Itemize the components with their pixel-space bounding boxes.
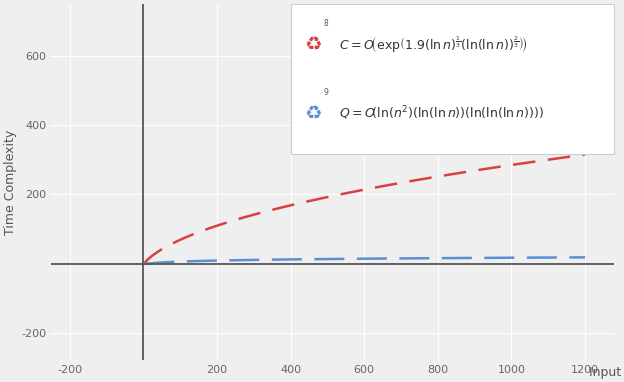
Text: $C = \mathit{O}\!\left(\exp\!\left(1.9(\ln n)^{\frac{1}{3}}(\ln(\ln n))^{\frac{2: $C = \mathit{O}\!\left(\exp\!\left(1.9(\… <box>339 34 527 55</box>
FancyBboxPatch shape <box>291 4 615 154</box>
Text: 8: 8 <box>323 19 328 28</box>
X-axis label: Input Size: Input Size <box>589 366 624 379</box>
Text: ♻: ♻ <box>305 104 322 123</box>
Text: $Q = \mathit{O}\!\left(\ln(n^2)(\ln(\ln n))(\ln(\ln(\ln n)))\right)$: $Q = \mathit{O}\!\left(\ln(n^2)(\ln(\ln … <box>339 105 544 122</box>
Text: ♻: ♻ <box>305 35 322 54</box>
Text: 9: 9 <box>323 87 328 97</box>
Y-axis label: Time Complexity: Time Complexity <box>4 129 17 235</box>
